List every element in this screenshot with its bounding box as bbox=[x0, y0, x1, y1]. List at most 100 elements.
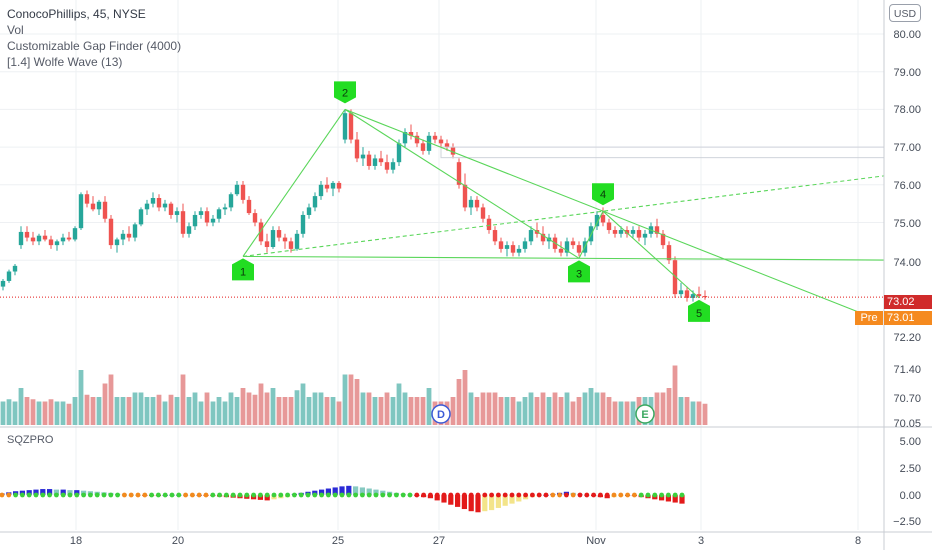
volume-bar bbox=[678, 397, 684, 425]
sqz-dot bbox=[258, 492, 263, 498]
chart-legend: ConocoPhillips, 45, NYSE Vol Customizabl… bbox=[7, 6, 181, 70]
wolfe-marker-label: 4 bbox=[600, 189, 606, 201]
sqz-dot bbox=[611, 492, 617, 498]
sqz-dot bbox=[530, 492, 535, 498]
price-tick-label: 74.00 bbox=[893, 257, 921, 269]
candle-body bbox=[606, 222, 612, 231]
sqz-dot bbox=[156, 492, 161, 498]
volume-bar bbox=[582, 392, 588, 425]
candle-body bbox=[654, 226, 660, 234]
candle-body bbox=[204, 211, 210, 223]
volume-bar bbox=[258, 383, 264, 425]
volume-bar bbox=[96, 397, 102, 425]
sqz-dot bbox=[13, 492, 18, 498]
sqz-bar bbox=[257, 495, 263, 500]
volume-bar bbox=[618, 401, 624, 425]
volume-bar bbox=[468, 392, 474, 425]
sqz-bar bbox=[74, 490, 80, 495]
volume-bar bbox=[18, 388, 24, 425]
volume-bar bbox=[186, 397, 192, 425]
candle-body bbox=[576, 245, 582, 253]
candle-body bbox=[306, 207, 312, 215]
candle-body bbox=[468, 199, 474, 208]
sqz-dot bbox=[0, 492, 5, 498]
sqz-dot bbox=[400, 492, 406, 498]
sqz-dot bbox=[482, 492, 488, 498]
candle-body bbox=[60, 237, 66, 242]
candle-body bbox=[294, 233, 300, 249]
sqz-dot bbox=[502, 492, 508, 498]
sqz-dot bbox=[292, 492, 297, 498]
volume-bar bbox=[270, 388, 276, 425]
sqz-dot bbox=[516, 492, 522, 498]
indicator-sqzpro[interactable]: SQZPRO bbox=[7, 434, 54, 446]
volume-bar bbox=[60, 401, 66, 425]
candle-body bbox=[420, 143, 426, 151]
volume-bar bbox=[162, 401, 168, 425]
candle-body bbox=[192, 214, 198, 227]
indicator-wolfe-wave[interactable]: [1.4] Wolfe Wave (13) bbox=[7, 55, 123, 69]
candle-body bbox=[240, 184, 246, 200]
dividend-icon bbox=[431, 404, 451, 424]
candle-body bbox=[0, 280, 6, 287]
sqz-dot bbox=[387, 492, 392, 498]
sqz-dot bbox=[414, 492, 420, 498]
currency-button[interactable]: USD bbox=[889, 4, 921, 22]
price-tick-label: 79.00 bbox=[893, 67, 921, 79]
sqz-bar bbox=[509, 495, 515, 504]
candle-body bbox=[438, 139, 444, 144]
sqz-dot bbox=[489, 492, 494, 498]
wolfe-line-3-4 bbox=[578, 210, 604, 259]
indicator-vol[interactable]: Vol bbox=[7, 23, 24, 37]
sqz-bar bbox=[346, 485, 352, 495]
volume-bar bbox=[174, 397, 180, 425]
sqz-dot bbox=[94, 492, 100, 498]
volume-bar bbox=[126, 397, 132, 425]
sqz-dot bbox=[598, 492, 603, 498]
sqz-dot bbox=[373, 492, 379, 498]
sqz-dot bbox=[632, 492, 637, 498]
candle-body bbox=[372, 158, 378, 166]
candle-body bbox=[414, 135, 420, 144]
volume-bar bbox=[672, 365, 678, 425]
volume-bar bbox=[192, 392, 198, 425]
volume-bar bbox=[84, 394, 90, 425]
volume-bar bbox=[282, 397, 288, 425]
volume-bar bbox=[612, 401, 618, 425]
candle-body bbox=[66, 237, 72, 240]
sqzpro-histogram bbox=[0, 485, 685, 513]
price-tick-label: 71.40 bbox=[893, 364, 921, 376]
sqz-bar bbox=[67, 490, 73, 495]
volume-bar bbox=[414, 397, 420, 425]
volume-bar bbox=[24, 397, 30, 425]
sqz-dot bbox=[652, 492, 658, 498]
sqz-dot bbox=[428, 492, 433, 498]
sqz-dot bbox=[564, 492, 569, 498]
indicator-gap-finder[interactable]: Customizable Gap Finder (4000) bbox=[7, 39, 182, 53]
sqz-bar bbox=[434, 495, 440, 501]
candle-body bbox=[72, 228, 78, 240]
sqz-dot bbox=[54, 492, 59, 498]
volume-bar bbox=[570, 401, 576, 425]
volume-bar bbox=[558, 397, 564, 425]
pre-market-tag: Pre bbox=[855, 311, 883, 325]
sqz-dot bbox=[679, 492, 685, 498]
price-tick-label: 77.00 bbox=[893, 142, 921, 154]
sqz-bar bbox=[319, 489, 325, 495]
candle-body bbox=[216, 209, 222, 219]
sqz-bar bbox=[489, 495, 495, 511]
candle-body bbox=[366, 154, 372, 166]
earnings-icon bbox=[635, 404, 655, 424]
sqz-dot bbox=[6, 492, 12, 498]
volume-bar bbox=[402, 392, 408, 425]
candle-body bbox=[498, 241, 504, 249]
candle-body bbox=[270, 230, 276, 248]
candle-body bbox=[672, 260, 678, 295]
candle-body bbox=[180, 211, 186, 234]
sqz-dot bbox=[550, 492, 556, 498]
volume-bar bbox=[408, 397, 414, 425]
candle-body bbox=[630, 230, 636, 234]
candle-body bbox=[570, 241, 576, 246]
